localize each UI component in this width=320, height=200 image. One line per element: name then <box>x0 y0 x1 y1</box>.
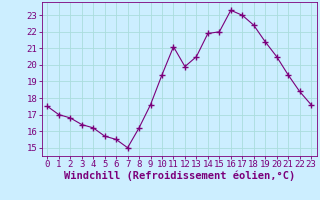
X-axis label: Windchill (Refroidissement éolien,°C): Windchill (Refroidissement éolien,°C) <box>64 171 295 181</box>
